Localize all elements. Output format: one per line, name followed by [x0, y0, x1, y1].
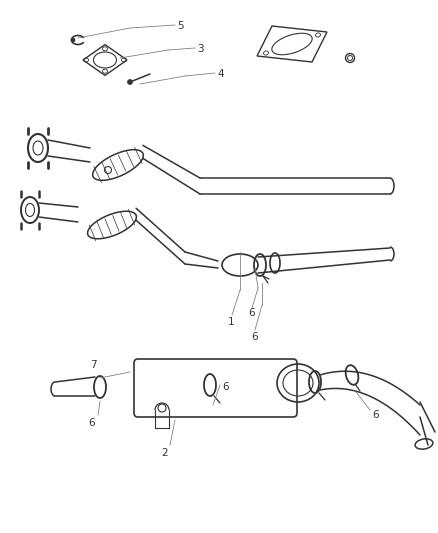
- Text: 6: 6: [222, 382, 228, 392]
- Text: 6: 6: [88, 418, 95, 428]
- Ellipse shape: [71, 38, 75, 42]
- Text: 6: 6: [247, 308, 254, 318]
- Text: 6: 6: [371, 410, 378, 420]
- Text: 6: 6: [251, 332, 257, 342]
- Text: 4: 4: [216, 69, 223, 79]
- Text: 2: 2: [161, 448, 168, 458]
- Text: 5: 5: [177, 21, 183, 31]
- Text: 7: 7: [90, 360, 97, 370]
- Text: 3: 3: [197, 44, 203, 54]
- Ellipse shape: [127, 79, 132, 85]
- Text: 1: 1: [227, 317, 234, 327]
